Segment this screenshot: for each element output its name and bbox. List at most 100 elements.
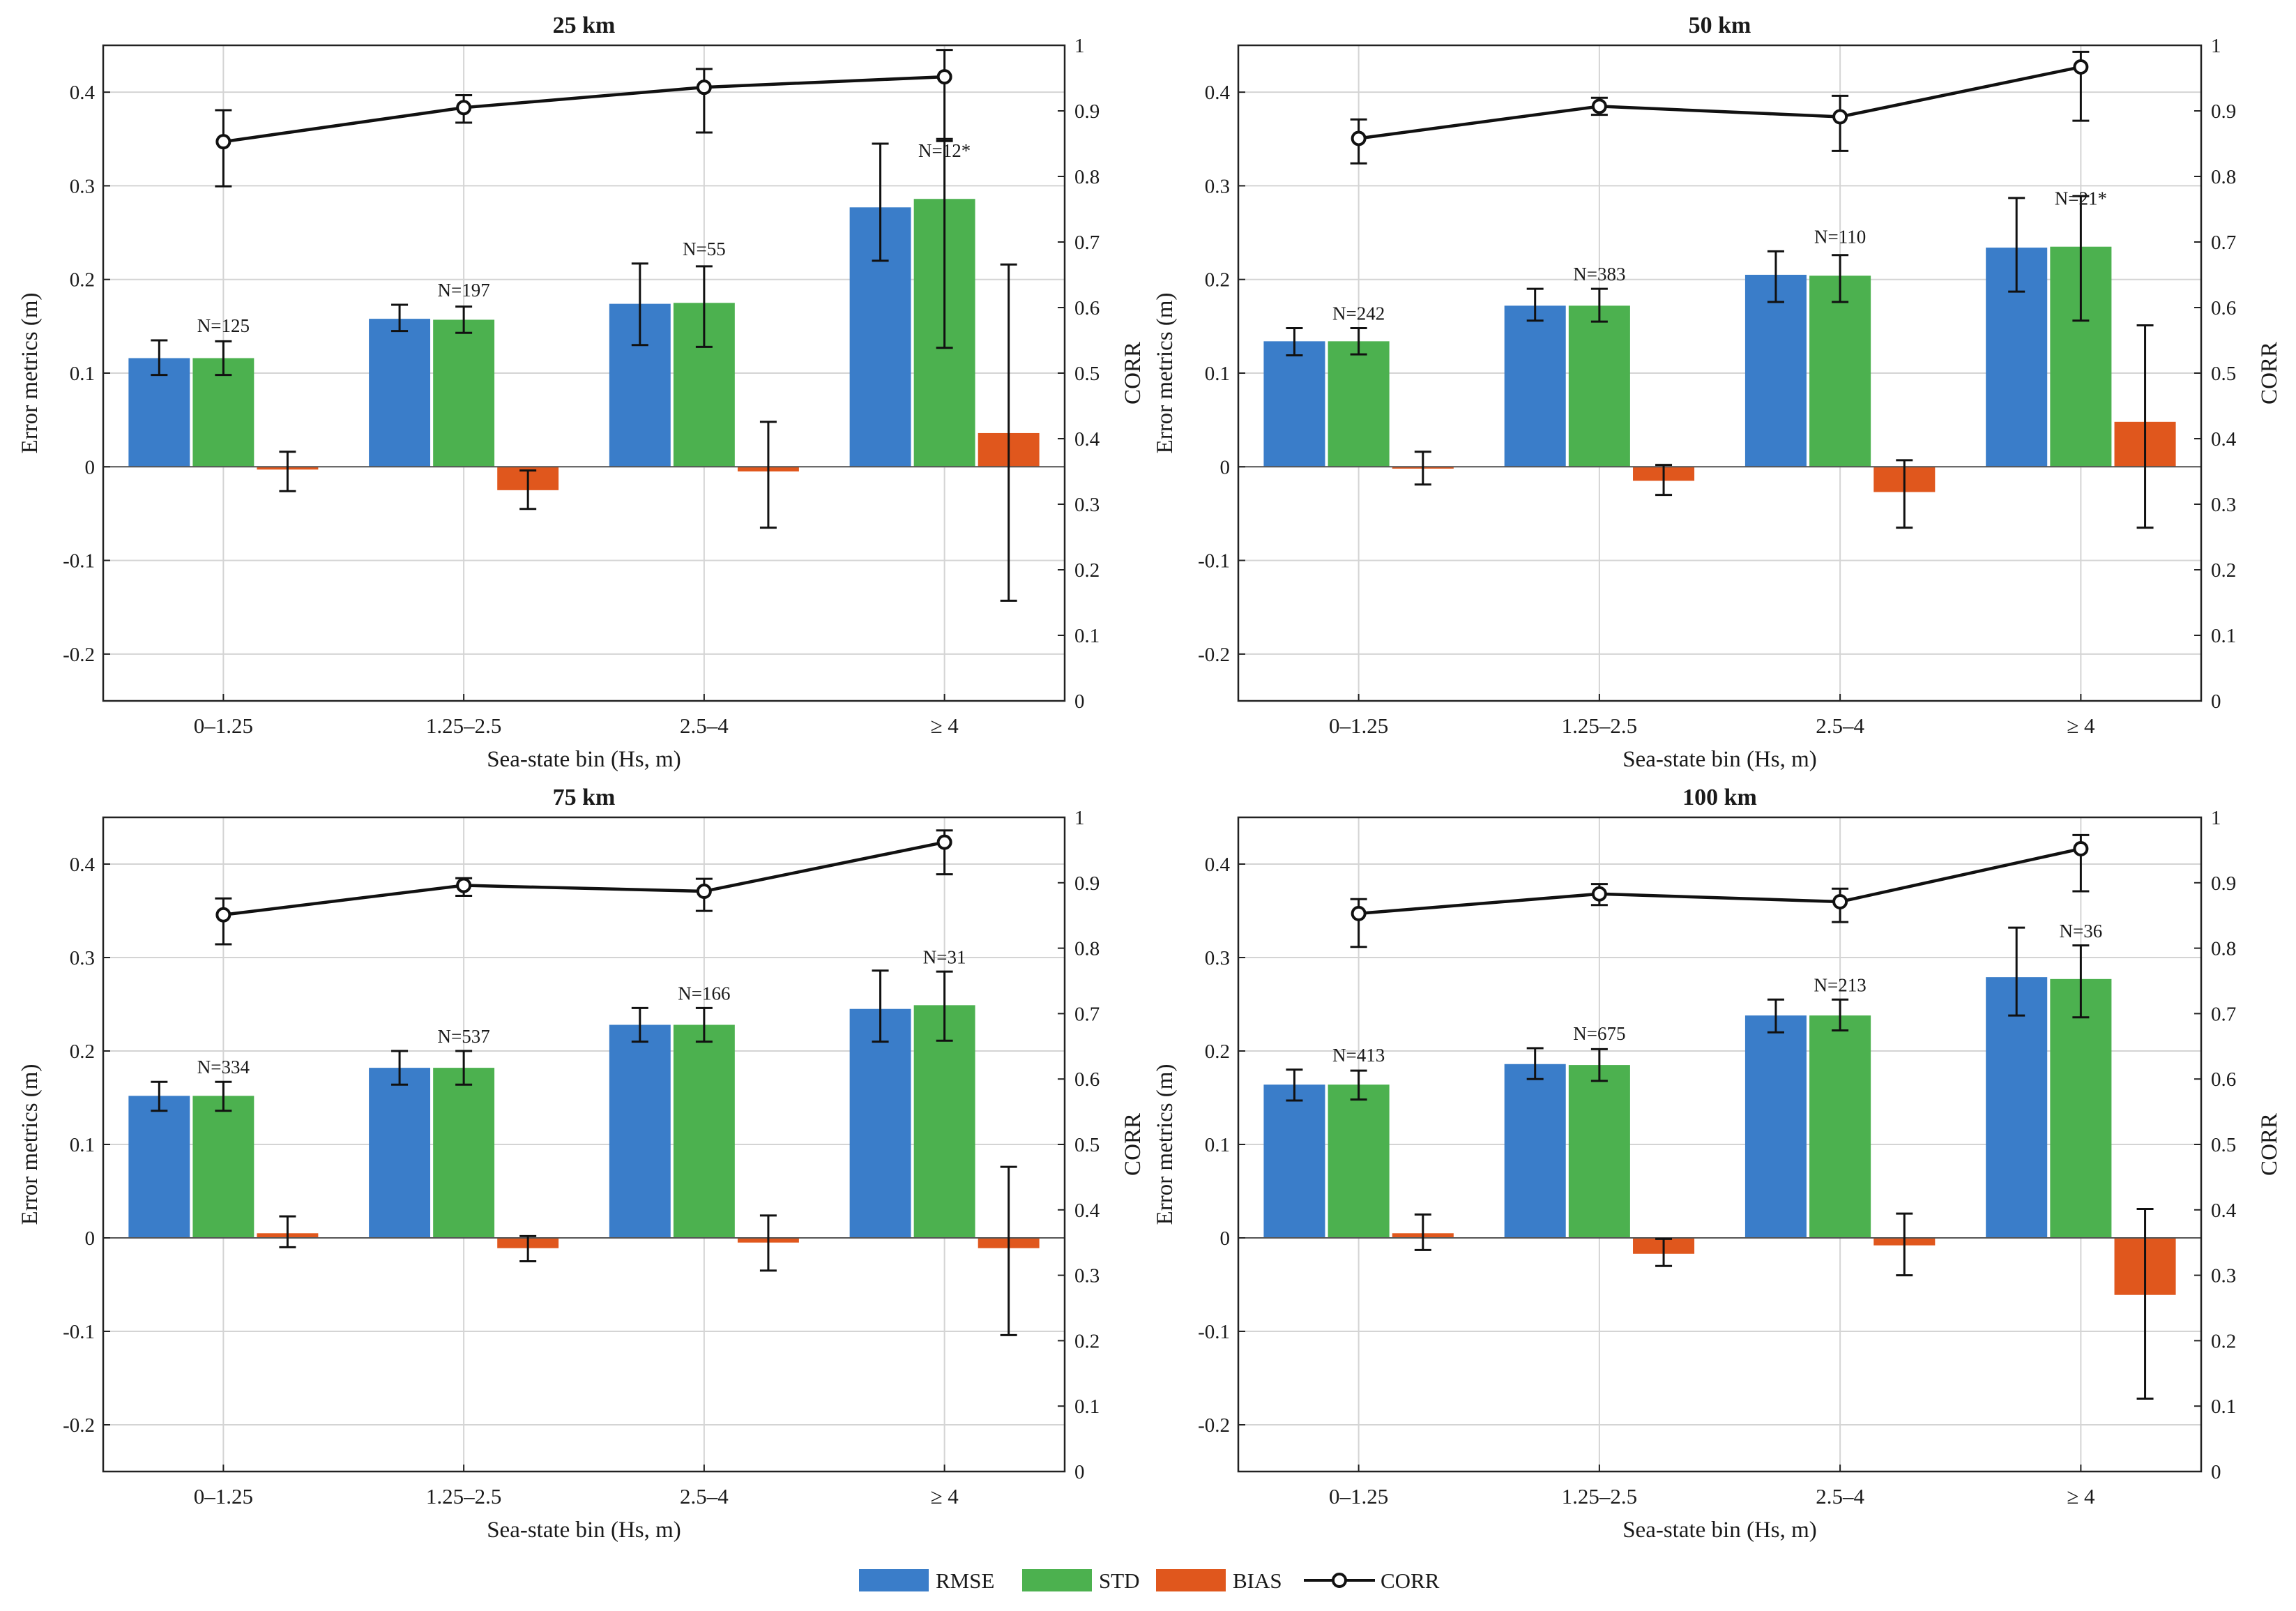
y2-tick-label: 1	[1074, 35, 1085, 57]
y2-tick-label: 0	[1074, 690, 1085, 713]
bias-errorbar	[519, 469, 537, 510]
y-tick-label: 0.4	[70, 854, 96, 876]
y2-tick-label: 0.9	[2211, 872, 2236, 895]
y-tick-label: 0.1	[1205, 1134, 1230, 1156]
n-label: N=36	[2060, 921, 2103, 941]
bias-errorbar	[1655, 464, 1673, 497]
y-tick-label: 0.3	[1205, 175, 1230, 197]
std-errorbar	[2072, 195, 2090, 322]
std-bar	[2050, 978, 2112, 1238]
bias-errorbar	[1414, 451, 1431, 486]
x-tick-label: 0–1.25	[1329, 1484, 1388, 1508]
x-axis-label: Sea-state bin (Hs, m)	[1622, 747, 1817, 772]
bias-errorbar	[1655, 1237, 1673, 1267]
rmse-bar	[369, 1068, 431, 1238]
std-errorbar	[936, 970, 953, 1042]
rmse-errorbar	[2008, 197, 2025, 293]
y-axis-label: Error metrics (m)	[17, 293, 43, 454]
corr-point	[456, 877, 472, 893]
y-tick-label: 0	[85, 1227, 96, 1250]
std-bar	[192, 1096, 254, 1238]
x-tick-label: 2.5–4	[680, 713, 729, 738]
y-tick-label: 0.2	[70, 1041, 95, 1063]
bias-errorbar	[1896, 1212, 1913, 1277]
corr-point	[696, 883, 712, 899]
y-tick-label: 0.4	[1205, 82, 1231, 104]
x-tick-label: ≥ 4	[930, 713, 959, 738]
corr-point	[1591, 886, 1607, 902]
y-tick-label: 0.2	[1205, 1041, 1230, 1063]
legend: RMSE STD BIAS CORR	[859, 1568, 1440, 1593]
std-errorbar	[1832, 998, 1849, 1032]
legend-rmse-label: RMSE	[936, 1568, 994, 1593]
x-tick-label: 0–1.25	[1329, 713, 1388, 738]
n-label: N=125	[197, 315, 250, 336]
x-tick-label: 2.5–4	[680, 1484, 729, 1508]
std-bar	[673, 1024, 735, 1238]
y2-tick-label: 0.7	[2211, 1003, 2236, 1025]
corr-point	[1832, 109, 1848, 125]
panel-title: 25 km	[553, 13, 616, 38]
rmse-errorbar	[1286, 327, 1303, 356]
panel-2: N=242 N=383 N=110 N=21* -0.2 -0.1 0 0.1 0.2 0.3 0.…	[1153, 13, 2282, 772]
std-errorbar	[1590, 287, 1608, 323]
std-errorbar	[1590, 1047, 1608, 1082]
y2-tick-label: 0.3	[1074, 494, 1100, 516]
y-tick-label: 0	[1220, 1227, 1231, 1250]
rmse-errorbar	[2008, 926, 2025, 1017]
y-axis-label: Error metrics (m)	[1153, 293, 1178, 454]
y-tick-label: -0.2	[1198, 644, 1230, 666]
std-bar	[1328, 341, 1390, 467]
y2-tick-label: 0.7	[1074, 1003, 1100, 1025]
y2-axis-label: CORR	[2257, 342, 2282, 404]
bias-errorbar	[1000, 1165, 1017, 1336]
rmse-bar	[1504, 1064, 1566, 1238]
panels: N=125 N=197 N=55 N=12* -0.2 -0.1 0 0.1 0.2 0.3 0.4…	[17, 13, 2282, 1543]
std-bar	[1809, 275, 1871, 467]
panel-4: N=413 N=675 N=213 N=36 -0.2 -0.1 0 0.1 0.2 0.3 0.4…	[1153, 785, 2282, 1543]
y2-tick-label: 1	[1074, 807, 1085, 829]
n-label: N=383	[1573, 264, 1625, 285]
y2-axis-label: CORR	[1120, 1113, 1146, 1176]
bias-errorbar	[279, 451, 296, 492]
corr-point	[215, 907, 231, 923]
legend-std-label: STD	[1099, 1568, 1140, 1593]
y-tick-label: -0.1	[63, 550, 95, 573]
y2-tick-label: 0	[2211, 1461, 2221, 1483]
rmse-bar	[1744, 1015, 1807, 1238]
std-bar	[1328, 1084, 1390, 1238]
y2-tick-label: 0.4	[1074, 1200, 1100, 1222]
y-tick-label: 0.4	[1205, 854, 1231, 876]
n-label: N=110	[1814, 226, 1866, 247]
rmse-errorbar	[1526, 1047, 1544, 1080]
rmse-errorbar	[872, 142, 889, 262]
corr-line	[223, 75, 945, 144]
x-tick-label: 1.25–2.5	[1562, 713, 1638, 738]
x-tick-label: 1.25–2.5	[1562, 1484, 1638, 1508]
y2-tick-label: 0.3	[2211, 1265, 2236, 1287]
y-tick-label: -0.2	[63, 644, 95, 666]
y2-tick-label: 0.9	[1074, 872, 1100, 895]
n-label: N=21*	[2055, 188, 2107, 209]
bias-errorbar	[1896, 459, 1913, 529]
std-errorbar	[215, 340, 232, 377]
y-axis-label: Error metrics (m)	[17, 1064, 43, 1225]
std-bar	[192, 358, 254, 467]
y-tick-label: -0.2	[63, 1414, 95, 1437]
x-tick-label: 1.25–2.5	[426, 713, 502, 738]
rmse-bar	[1263, 341, 1325, 467]
corr-line	[1358, 65, 2081, 140]
panel-title: 50 km	[1689, 13, 1751, 38]
std-bar	[433, 319, 495, 467]
n-label: N=537	[438, 1026, 490, 1047]
corr-point	[1351, 130, 1367, 146]
y2-tick-label: 0.1	[1074, 1396, 1100, 1418]
y2-tick-label: 0.4	[2211, 1200, 2237, 1222]
x-tick-label: ≥ 4	[2067, 1484, 2095, 1508]
corr-line	[223, 840, 945, 916]
y-tick-label: 0.1	[70, 363, 95, 385]
bias-errorbar	[519, 1234, 537, 1262]
rmse-bar	[128, 1096, 190, 1238]
corr-point	[696, 80, 712, 96]
rmse-bar	[609, 1024, 671, 1238]
